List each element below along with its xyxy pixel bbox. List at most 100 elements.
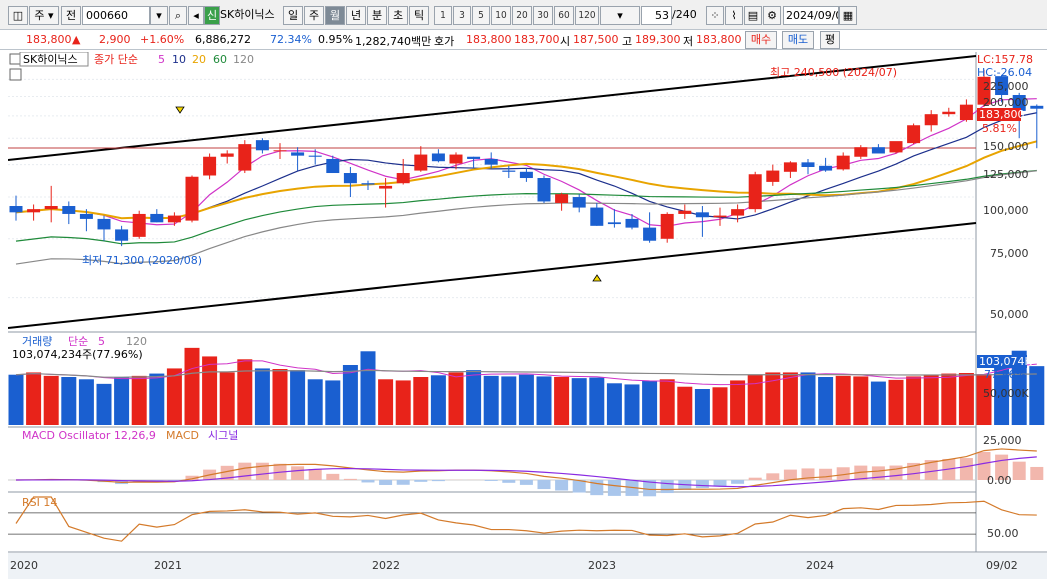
macd-osc-bar — [731, 480, 745, 484]
volume-bar — [342, 365, 358, 425]
x-tick-2020: 2020 — [10, 559, 38, 572]
change: 2,900 — [99, 33, 131, 46]
volume-bar — [642, 381, 658, 425]
interval-3-button[interactable]: 3 — [453, 6, 471, 25]
period-day-button[interactable]: 일 — [283, 6, 303, 25]
candle-body — [79, 213, 93, 219]
date-input[interactable]: 2024/09/02 — [783, 6, 839, 25]
candle-body — [871, 147, 885, 154]
speaker-icon[interactable]: ◂ — [188, 6, 204, 25]
avg-button[interactable]: 평 — [820, 31, 840, 49]
candle-body — [167, 215, 181, 223]
volume-ma-label: 단순 — [68, 335, 88, 348]
macd-osc-bar — [238, 462, 252, 480]
candle-body — [97, 218, 111, 230]
interval-1-button[interactable]: 1 — [434, 6, 452, 25]
item-mode-button[interactable]: 전 — [61, 6, 81, 25]
candle-body — [203, 156, 217, 176]
interval-30-button[interactable]: 30 — [533, 6, 553, 25]
channel-upper-line — [8, 55, 977, 161]
up-arrow-icon — [592, 274, 602, 282]
rsi-series — [8, 496, 1037, 542]
candle-body — [115, 229, 129, 241]
macd-osc-bar — [713, 480, 727, 487]
toolbar: ◫ 주 ▾ 전 000660 ▾ ⌕ ◂ 신 SK하이닉스 일 주 월 년 분 … — [0, 0, 1047, 30]
candle-body — [854, 147, 868, 157]
macd-osc-bar — [185, 475, 199, 480]
period-tick-button[interactable]: 틱 — [409, 6, 429, 25]
trade-amount: 1,282,740백만 — [355, 35, 432, 48]
interval-10-button[interactable]: 10 — [491, 6, 511, 25]
macd-osc-bar — [1012, 461, 1026, 480]
search-icon[interactable]: ⌕ — [169, 6, 187, 25]
gear-icon[interactable]: ⚙ — [763, 6, 781, 25]
item-type-label: 주 — [34, 9, 45, 22]
candle-body — [819, 165, 833, 171]
grid-icon[interactable]: ⁘ — [706, 6, 724, 25]
sell-button[interactable]: 매도 — [782, 31, 814, 49]
chevron-down-icon[interactable]: ▾ — [150, 6, 168, 25]
volume-bars — [8, 347, 1045, 425]
volume-bar — [290, 370, 306, 425]
current-price-tag — [977, 108, 1021, 121]
volume-bar — [114, 377, 130, 425]
volume-info: 103,074,234주(77.96%) — [12, 348, 143, 361]
candle-body — [273, 150, 287, 152]
volume-bar — [96, 383, 112, 425]
candle-body — [643, 227, 657, 241]
interval-60-button[interactable]: 60 — [554, 6, 574, 25]
buy-button[interactable]: 매수 — [745, 31, 777, 49]
volume-bar — [765, 372, 781, 425]
rsi-title: RSI 14 — [22, 496, 57, 509]
interval-dropdown[interactable]: ▾ — [600, 6, 640, 25]
candle-body — [555, 194, 569, 203]
macd-osc-bar — [643, 480, 657, 497]
panel-menu-icon[interactable] — [9, 53, 21, 65]
indicator-icon[interactable]: ⌇ — [725, 6, 743, 25]
volume-bar — [8, 374, 24, 425]
hoga-label: 호가 — [434, 35, 455, 48]
volume-bar — [166, 368, 182, 425]
calendar-icon[interactable]: ▦ — [839, 6, 857, 25]
open-price: 187,500 — [573, 33, 619, 46]
period-month-button[interactable]: 월 — [325, 6, 345, 25]
macd-osc-bar — [766, 473, 780, 480]
candle-body — [255, 140, 269, 151]
candle-body — [783, 162, 797, 172]
stock-tag-box[interactable] — [19, 52, 89, 67]
interval-20-button[interactable]: 20 — [512, 6, 532, 25]
volume-bar — [747, 374, 763, 425]
layout-icon[interactable]: ◫ — [8, 6, 28, 25]
y-tick-75000: 75,000 — [990, 247, 1029, 260]
candle-body — [801, 162, 815, 167]
candle-body — [220, 153, 234, 157]
volume-bar — [184, 347, 200, 425]
candle-body — [379, 185, 393, 189]
candle-body — [907, 125, 921, 144]
volume-bar — [430, 375, 446, 425]
bid-price: 183,700 — [514, 33, 560, 46]
period-minute-button[interactable]: 분 — [367, 6, 387, 25]
period-second-button[interactable]: 초 — [388, 6, 408, 25]
volume-bar — [254, 368, 270, 425]
count-input[interactable]: 53 — [641, 6, 672, 25]
stock-code-input[interactable]: 000660 — [82, 6, 150, 25]
interval-5-button[interactable]: 5 — [472, 6, 490, 25]
interval-120-button[interactable]: 120 — [575, 6, 599, 25]
macd-y-tick-25000: 25,000 — [983, 434, 1022, 447]
stock-chart[interactable]: SK하이닉스 종가 단순 5 10 20 60 120 LC:157.78 HC… — [8, 52, 1047, 579]
save-icon[interactable]: ▤ — [744, 6, 762, 25]
y-tick-200000: 200,000 — [983, 96, 1029, 109]
volume-bar — [78, 379, 94, 425]
volume-bar — [906, 376, 922, 425]
volume-bar — [554, 377, 570, 425]
table-icon[interactable] — [9, 68, 22, 81]
volume-ma5-line — [15, 360, 1037, 386]
lc-label: LC:157.78 — [977, 53, 1033, 66]
item-type-dropdown[interactable]: 주 ▾ — [29, 6, 59, 25]
volume-bar — [994, 356, 1010, 425]
period-year-button[interactable]: 년 — [346, 6, 366, 25]
period-week-button[interactable]: 주 — [304, 6, 324, 25]
y-tick-125000: 125,000 — [983, 168, 1029, 181]
